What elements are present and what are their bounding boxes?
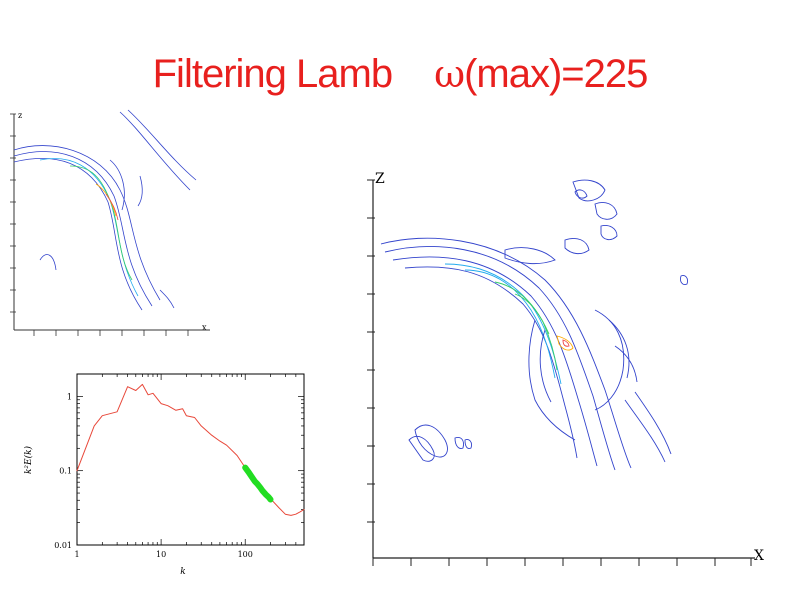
spectrum-plot-frame (76, 373, 305, 546)
spectrum-chart: 1 10 100 0.01 0.1 1 k k²E(k) (23, 373, 305, 577)
spectrum-x-tick-label: 1 (74, 550, 79, 559)
title-omega: ω (434, 52, 465, 96)
contour-large-ticks (367, 179, 752, 566)
contour-small-x-label: x (202, 323, 207, 332)
contour-small-ticks (10, 113, 189, 336)
title-rest: (max)=225 (464, 52, 648, 96)
filtered-line (242, 464, 274, 503)
spectrum-y-label: k²E(k) (23, 445, 34, 474)
title-text: Filtering Lamb (152, 52, 393, 96)
spectrum-y-tick-label: 1 (67, 392, 72, 401)
slide-title: Filtering Lamb ω(max)=225 (0, 52, 800, 97)
spectrum-ticks (76, 373, 305, 546)
spectrum-x-tick-label: 100 (238, 550, 253, 559)
spectrum-x-label: k (180, 567, 185, 577)
spectrum-tick-labels: 1 10 100 0.01 0.1 1 (54, 392, 253, 559)
contour-plot-small: z x (10, 109, 210, 336)
spectrum-series (76, 383, 305, 516)
spectrum-y-tick-label: 0.1 (59, 467, 72, 476)
contour-large-lines (380, 179, 688, 471)
contour-plot-large: Z X (367, 171, 764, 566)
contour-small-z-label: z (18, 111, 22, 120)
spectrum-y-tick-label: 0.01 (54, 541, 72, 550)
contour-large-axes (372, 180, 755, 559)
spectrum-line (76, 383, 305, 516)
contour-large-z-label: Z (375, 171, 385, 187)
contour-small-lines (13, 109, 197, 311)
contour-large-x-label: X (754, 548, 764, 564)
contour-small-axes (13, 114, 210, 331)
spectrum-x-tick-label: 10 (156, 550, 166, 559)
